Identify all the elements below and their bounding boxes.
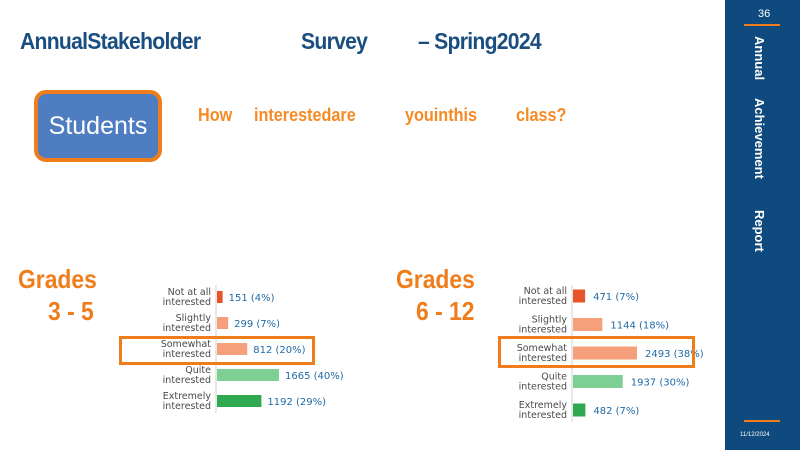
highlight-box-somewhat-grades-3-5	[119, 336, 315, 365]
value-label: 151 (4%)	[229, 293, 275, 304]
value-label: 471 (7%)	[593, 292, 639, 303]
category-label: Somewhat interested	[161, 339, 212, 360]
sidebar-label-annual: Annual	[752, 36, 767, 81]
sidebar-label-achievement: Achievement	[752, 98, 767, 179]
value-label: 1192 (29%)	[267, 397, 326, 408]
category-label: Quite interested	[519, 372, 567, 393]
sidebar-top-rule	[744, 24, 780, 26]
highlight-box-somewhat-grades-6-12	[498, 336, 695, 368]
grades-range-2: 6 - 12	[416, 296, 475, 326]
sidebar-bottom-rule	[744, 420, 780, 422]
bar	[573, 346, 637, 360]
title-part-1: AnnualStakeholder	[20, 28, 201, 54]
category-label: Slightly interested	[519, 315, 568, 336]
question-part-3: youinthis	[405, 105, 477, 125]
category-label: Not at all interested	[163, 287, 211, 308]
value-label: 812 (20%)	[253, 345, 305, 356]
value-label: 1144 (18%)	[610, 321, 669, 332]
value-label: 482 (7%)	[593, 406, 639, 417]
value-label: 2493 (38%)	[645, 349, 704, 360]
question-part-2: interestedare	[254, 105, 356, 125]
value-label: 299 (7%)	[234, 319, 280, 330]
bar	[217, 317, 229, 329]
chart-grades-3-5: Not at all interested 151 (4%) Slightly inte…	[161, 285, 344, 413]
value-label: 1937 (30%)	[631, 378, 690, 389]
bar	[217, 395, 262, 407]
grades-label-2: Grades	[396, 264, 475, 294]
bar	[217, 291, 223, 303]
title-part-2: Survey	[301, 28, 368, 54]
sidebar	[725, 0, 800, 450]
category-label: Not at all interested	[519, 286, 567, 307]
bar	[573, 403, 586, 417]
students-label: Students	[48, 111, 148, 140]
report-date: 11/12/2024	[740, 432, 770, 438]
grades-range-1: 3 - 5	[48, 296, 94, 326]
bar	[573, 318, 603, 331]
title-part-3: – Spring2024	[418, 28, 542, 54]
value-label: 1665 (40%)	[285, 371, 344, 382]
bar	[573, 289, 586, 303]
category-label: Extremely interested	[163, 391, 212, 412]
question-part-1: How	[198, 105, 233, 125]
sidebar-label-report: Report	[752, 210, 767, 252]
category-label: Quite interested	[163, 365, 211, 386]
students-box: Students	[34, 90, 162, 162]
category-label: Extremely interested	[519, 400, 568, 421]
page-number: 36	[758, 8, 771, 20]
chart-grades-6-12: Not at all interested 471 (7%) Slightly inte…	[517, 285, 704, 422]
grades-label-1: Grades	[18, 264, 97, 294]
category-label: Somewhat interested	[517, 343, 568, 364]
bar	[217, 369, 279, 381]
bar	[573, 375, 623, 388]
category-label: Slightly interested	[163, 313, 212, 334]
question-part-4: class?	[516, 105, 567, 125]
bar	[217, 343, 248, 355]
